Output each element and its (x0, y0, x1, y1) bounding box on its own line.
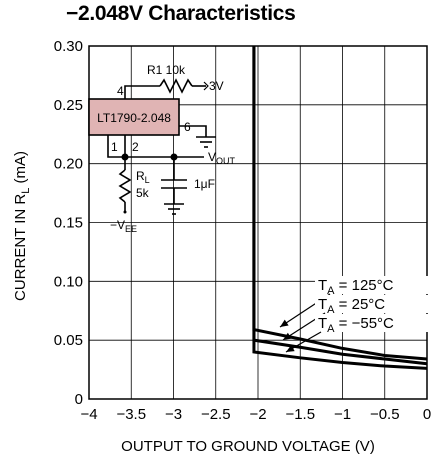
circuit-schematic (88, 78, 216, 215)
y-tick-label: 0.15 (54, 215, 83, 232)
series-lines (252, 46, 428, 370)
vee-label: −VEE (110, 218, 137, 234)
pin2-label: 2 (132, 140, 139, 154)
vout-label: VOUT (208, 150, 236, 166)
series-label-rest: = 25°C (335, 296, 386, 313)
x-axis-label: OUTPUT TO GROUND VOLTAGE (V) (121, 438, 375, 455)
pin1-wire (107, 135, 125, 158)
series-label-main: T (318, 315, 327, 332)
x-tick-label: −1 (334, 406, 351, 423)
vout-sub: OUT (216, 156, 236, 166)
chart-title: −2.048V Characteristics (66, 2, 296, 25)
r1-label: R1 10k (147, 63, 186, 77)
ic-label: LT1790-2.048 (97, 111, 171, 125)
series-label-main: T (318, 277, 327, 294)
vee-sub: EE (125, 224, 137, 234)
series-label-sub: A (327, 304, 335, 316)
vee-terminal (123, 210, 127, 214)
pin6-label: 6 (184, 120, 191, 134)
junction-dot-right (170, 153, 178, 161)
y-axis-label-unit: (mA) (12, 151, 29, 188)
x-tick-label: −1.5 (285, 406, 315, 423)
cap-label: 1μF (194, 177, 215, 191)
rl-value: 5k (136, 186, 150, 200)
series-annotations: TA = 125°CTA = 25°CTA = −55°C (279, 276, 429, 353)
ic-body (88, 98, 180, 136)
series-leader-arrowhead (283, 332, 292, 340)
series-line-2 (252, 46, 428, 370)
tick-labels: −4 −3.5 −3 −2.5 −2 −1.5 −1 −0.5 0 0 0.05 0.10 0.15 0.… (54, 38, 431, 423)
pin4-label: 4 (117, 84, 124, 98)
supply-arrow-head (203, 81, 209, 91)
series-label: TA = −55°C (318, 315, 394, 335)
y-tick-label: 0.25 (54, 97, 83, 114)
x-tick-label: −3.5 (116, 406, 146, 423)
series-label-main: T (318, 296, 327, 313)
series-label-bg (315, 276, 429, 294)
pin1-label: 1 (111, 140, 118, 154)
schematic-labels: R1 10k 3V 4 LT1790-2.048 6 1 2 VOUT RL 5… (97, 63, 235, 234)
series-leader-arrowhead (280, 319, 289, 327)
x-tick-label: −3 (165, 406, 182, 423)
x-tick-label: −2.5 (201, 406, 231, 423)
junction-dot-left (121, 153, 129, 161)
series-label-sub: A (327, 323, 335, 335)
y-axis-label-main: CURRENT IN R (12, 194, 29, 301)
r1-wire-left (124, 85, 160, 99)
y-tick-label: 0 (75, 391, 83, 408)
y-tick-label: 0.05 (54, 332, 83, 349)
rl-resistor (118, 169, 132, 203)
y-tick-label: 0.10 (54, 273, 83, 290)
series-label: TA = 25°C (318, 296, 385, 316)
vout-main: V (208, 150, 216, 164)
y-axis-label-sub: L (20, 188, 32, 194)
series-label-rest: = 125°C (335, 277, 394, 294)
series-label-bg (315, 314, 429, 332)
series-label-sub: A (327, 285, 335, 297)
y-tick-label: 0.20 (54, 156, 83, 173)
y-tick-label: 0.30 (54, 38, 83, 55)
series-label: TA = 125°C (318, 277, 394, 297)
r1-resistor (159, 78, 193, 94)
rl-sub: L (145, 175, 150, 185)
vee-main: −V (110, 218, 125, 232)
rl-label: RL (136, 169, 150, 185)
series-leader-arrowhead (286, 344, 295, 352)
x-tick-label: −2 (249, 406, 266, 423)
rl-main: R (136, 169, 145, 183)
ground-wire-pin6 (179, 125, 207, 137)
plot-frame (88, 45, 428, 400)
x-tick-label: −4 (80, 406, 97, 423)
series-label-bg (315, 295, 429, 313)
supply-label: 3V (209, 79, 224, 93)
series-label-rest: = −55°C (335, 315, 395, 332)
x-tick-label: −0.5 (370, 406, 400, 423)
x-tick-label: 0 (423, 406, 431, 423)
y-axis-label: CURRENT IN RL (mA) (12, 151, 32, 301)
